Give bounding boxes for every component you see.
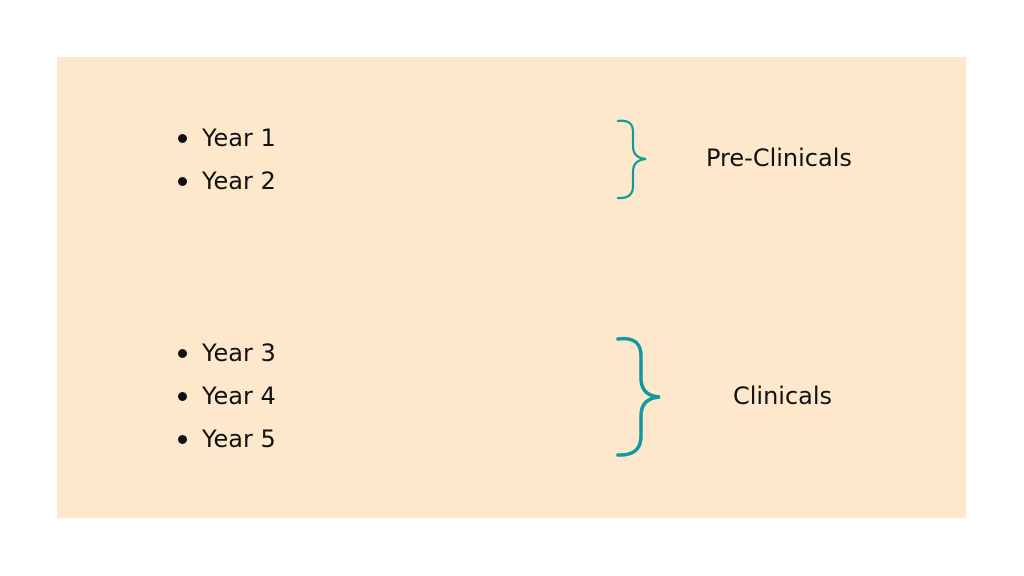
list-item: Year 5 <box>175 418 276 461</box>
list-item: Year 4 <box>175 375 276 418</box>
pre-clinicals-brace-icon <box>616 119 647 200</box>
clinical-years-list: Year 3 Year 4 Year 5 <box>175 332 276 461</box>
list-item: Year 2 <box>175 160 276 203</box>
clinicals-label: Clinicals <box>733 382 833 410</box>
list-item: Year 1 <box>175 117 276 160</box>
diagram-panel <box>57 57 966 518</box>
list-item: Year 3 <box>175 332 276 375</box>
clinicals-brace-icon <box>616 336 661 457</box>
pre-clinical-years-list: Year 1 Year 2 <box>175 117 276 203</box>
pre-clinicals-label: Pre-Clinicals <box>706 144 852 172</box>
